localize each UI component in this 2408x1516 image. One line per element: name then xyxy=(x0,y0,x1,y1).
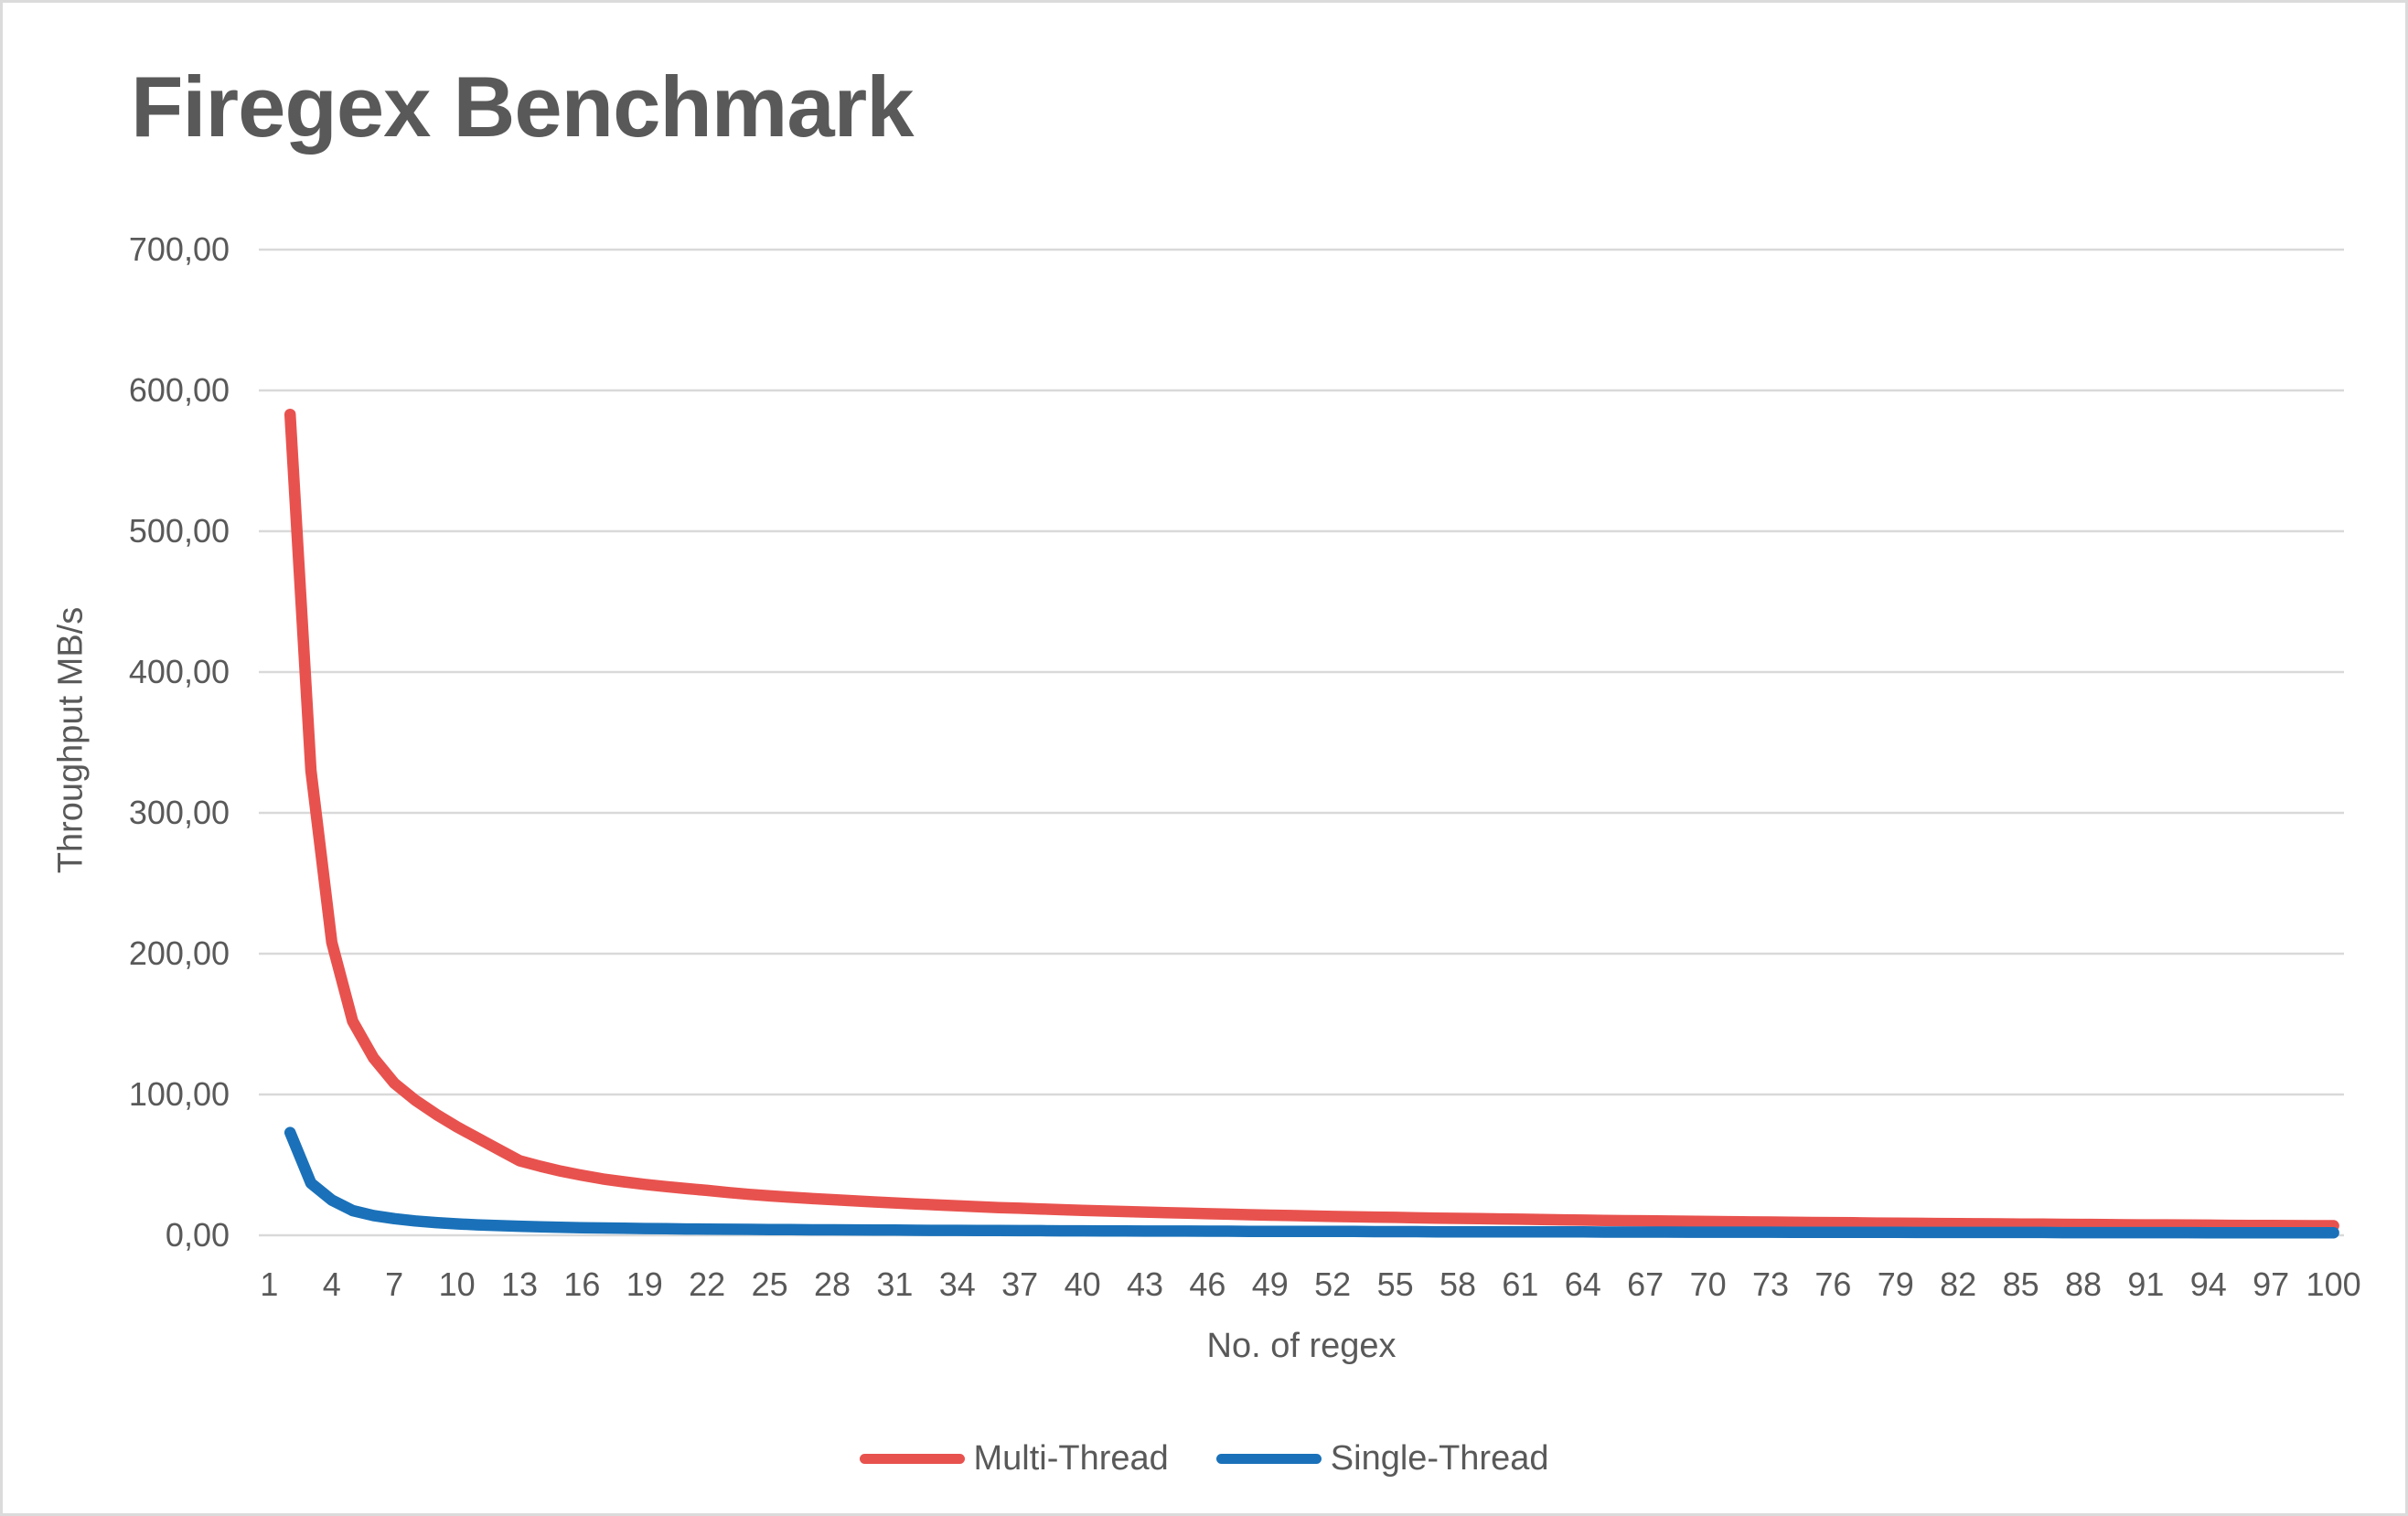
x-tick-label: 7 xyxy=(385,1265,404,1303)
legend-label: Multi-Thread xyxy=(973,1438,1169,1478)
legend-item-multi-thread: Multi-Thread xyxy=(859,1438,1169,1479)
legend-label: Single-Thread xyxy=(1330,1438,1549,1478)
x-tick-label: 88 xyxy=(2064,1265,2103,1303)
x-tick-label: 25 xyxy=(751,1265,788,1303)
legend-line-swatch xyxy=(859,1453,965,1464)
x-tick-label: 76 xyxy=(1814,1265,1852,1303)
x-tick-label: 49 xyxy=(1251,1265,1289,1303)
x-tick-label: 79 xyxy=(1877,1265,1914,1303)
y-tick-label: 700,00 xyxy=(128,230,230,268)
y-tick-label: 500,00 xyxy=(128,512,230,550)
x-tick-label: 22 xyxy=(689,1265,726,1303)
x-tick-label: 37 xyxy=(1001,1265,1039,1303)
y-tick-label: 100,00 xyxy=(128,1075,230,1113)
x-tick-label: 73 xyxy=(1751,1265,1790,1303)
x-tick-label: 40 xyxy=(1064,1265,1101,1303)
x-tick-label: 10 xyxy=(438,1265,476,1303)
y-tick-label: 0,00 xyxy=(165,1216,230,1254)
legend-line-swatch xyxy=(1215,1453,1322,1464)
x-tick-label: 67 xyxy=(1627,1265,1664,1303)
x-tick-label: 43 xyxy=(1126,1265,1164,1303)
y-tick-label: 300,00 xyxy=(128,794,230,831)
x-tick-label: 19 xyxy=(626,1265,663,1303)
chart-title: Firegex Benchmark xyxy=(131,59,914,155)
x-tick-label: 58 xyxy=(1439,1265,1477,1303)
y-tick-label: 400,00 xyxy=(128,653,230,690)
x-tick-label: 4 xyxy=(322,1265,341,1303)
x-tick-label: 100 xyxy=(2306,1265,2361,1303)
x-axis-title: No. of regex xyxy=(1206,1327,1397,1365)
x-tick-label: 31 xyxy=(876,1265,914,1303)
x-tick-label: 64 xyxy=(1564,1265,1601,1303)
legend: Multi-Thread Single-Thread xyxy=(3,1429,2405,1488)
single-thread-line xyxy=(284,1126,2339,1239)
x-tick-label: 52 xyxy=(1314,1265,1352,1303)
x-tick-label: 82 xyxy=(1940,1265,1977,1303)
x-tick-label: 85 xyxy=(2002,1265,2039,1303)
x-tick-label: 1 xyxy=(260,1265,279,1303)
x-tick-label: 55 xyxy=(1376,1265,1414,1303)
x-tick-label: 91 xyxy=(2127,1265,2165,1303)
x-tick-label: 61 xyxy=(1502,1265,1539,1303)
y-axis-title: Throughput MB/s xyxy=(51,606,91,874)
x-tick-label: 94 xyxy=(2189,1265,2227,1303)
x-tick-label: 70 xyxy=(1689,1265,1727,1303)
x-tick-label: 13 xyxy=(500,1265,539,1303)
y-tick-label: 200,00 xyxy=(128,934,230,972)
x-tick-label: 97 xyxy=(2253,1265,2290,1303)
x-tick-label: 46 xyxy=(1189,1265,1226,1303)
legend-item-single-thread: Single-Thread xyxy=(1215,1438,1549,1479)
x-tick-label: 28 xyxy=(813,1265,851,1303)
multi-thread-line xyxy=(284,408,2339,1232)
x-tick-label: 34 xyxy=(938,1265,976,1303)
plot-area xyxy=(259,248,2344,1239)
y-tick-label: 600,00 xyxy=(128,371,230,409)
x-tick-label: 16 xyxy=(563,1265,601,1303)
